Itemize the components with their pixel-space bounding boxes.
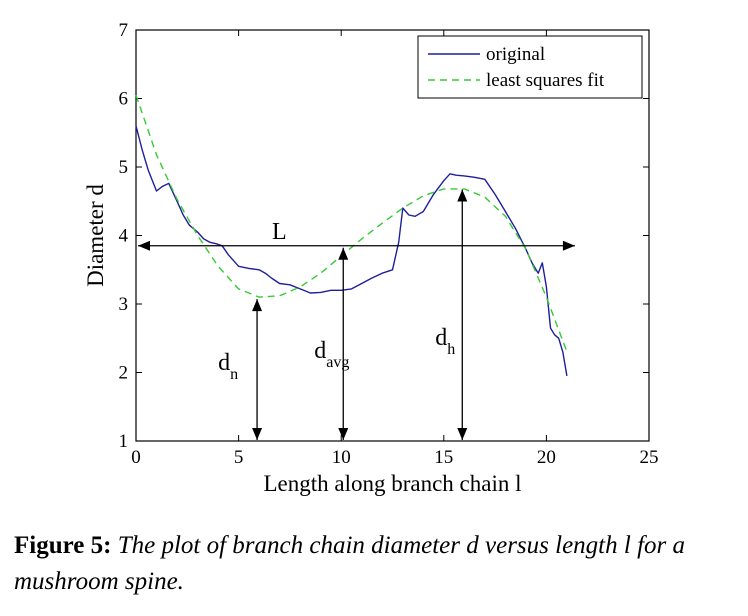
legend-entry: original (486, 44, 545, 65)
series-line-fit (135, 94, 568, 353)
figure-caption: Figure 5: The plot of branch chain diame… (14, 528, 739, 600)
x-tick-label: 10 (332, 447, 351, 468)
legend-entry: least squares fit (486, 70, 605, 91)
diameter-label-h: dh (435, 325, 455, 358)
x-tick-label: 25 (640, 447, 659, 468)
chart: 0 5 10 15 20 25 1 2 3 4 5 6 7 Ldn davg dh original leas… (83, 20, 659, 496)
x-tick-label: 5 (234, 447, 244, 468)
series-layer (135, 94, 568, 377)
length-arrow-head-left (138, 240, 150, 251)
diameter-label-avg: davg (314, 338, 349, 371)
y-tick-label: 4 (119, 226, 129, 247)
y-tick-label: 5 (119, 157, 129, 178)
y-tick-label: 1 (119, 431, 129, 452)
x-axis-label: Length along branch chain l (263, 471, 521, 496)
caption-label: Figure 5: (14, 532, 112, 559)
diameter-arrow-head-bottom-avg (338, 428, 349, 440)
diameter-arrow-head-top-avg (338, 247, 349, 260)
y-tick-label: 2 (119, 363, 129, 384)
diameter-arrow-head-top-n (252, 299, 263, 312)
caption-text: The plot of branch chain diameter d vers… (14, 532, 685, 595)
legend: original least squares fit (417, 35, 643, 99)
diameter-label-subscript: avg (326, 354, 349, 371)
y-tick-label: 6 (119, 89, 129, 110)
length-arrow-head-right (562, 240, 575, 251)
y-tick-label: 3 (119, 294, 129, 315)
series-line-original (135, 125, 568, 377)
diameter-arrow-head-bottom-n (252, 428, 263, 440)
x-tick-label: 0 (131, 447, 141, 468)
diameter-label-n: dn (218, 350, 238, 383)
y-tick-label: 7 (119, 20, 129, 41)
x-tick-label: 20 (537, 447, 556, 468)
diameter-arrow-head-top-h (457, 189, 468, 202)
axis-ticks: 0 5 10 15 20 25 1 2 3 4 5 6 7 (119, 20, 659, 468)
y-axis-label: Diameter d (83, 184, 108, 287)
diameter-label-subscript: n (230, 366, 238, 383)
diameter-label-subscript: h (447, 341, 455, 358)
length-label: L (272, 219, 287, 245)
legend-box (417, 35, 643, 99)
annotation-layer: Ldn davg dh (138, 189, 575, 440)
x-tick-label: 15 (434, 447, 453, 468)
diameter-arrow-head-bottom-h (457, 428, 468, 440)
